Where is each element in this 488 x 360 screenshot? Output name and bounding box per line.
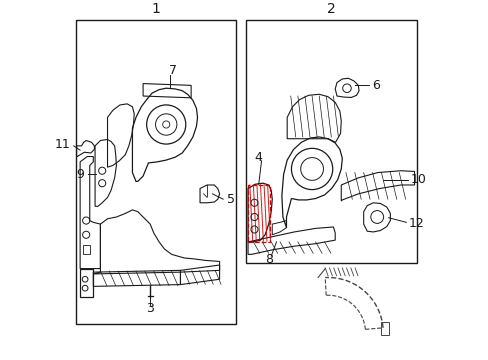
Text: 11: 11 — [55, 138, 71, 151]
Text: 4: 4 — [254, 151, 262, 164]
Bar — [247, 185, 269, 242]
Text: 5: 5 — [227, 193, 235, 206]
Bar — [82, 246, 90, 255]
Text: 8: 8 — [264, 253, 272, 266]
Text: 6: 6 — [371, 79, 379, 92]
Text: 9: 9 — [76, 168, 83, 181]
Bar — [246, 19, 416, 263]
Text: 12: 12 — [408, 217, 424, 230]
Bar — [75, 19, 235, 324]
Text: 3: 3 — [146, 302, 154, 315]
Text: 7: 7 — [169, 64, 177, 77]
Text: 2: 2 — [326, 2, 335, 16]
Text: 10: 10 — [410, 173, 426, 186]
Text: 1: 1 — [151, 2, 160, 16]
